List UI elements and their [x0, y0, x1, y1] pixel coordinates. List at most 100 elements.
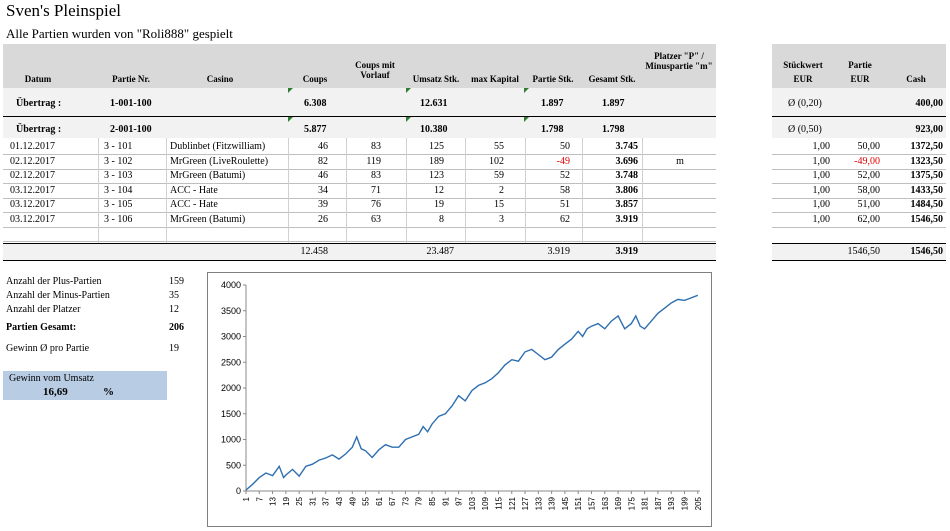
carry1-umsatz[interactable]: 12.631: [420, 98, 448, 109]
total-umsatz[interactable]: 23.487: [426, 246, 455, 257]
cell-partie[interactable]: 58: [560, 184, 570, 196]
cell-nr[interactable]: 3 - 102: [104, 155, 133, 167]
cell-umsatz[interactable]: 19: [434, 199, 444, 210]
cell-casino[interactable]: ACC - Hate: [170, 184, 218, 196]
cell-datum[interactable]: 02.12.2017: [10, 170, 55, 181]
col-header-partie[interactable]: Partie: [848, 60, 872, 70]
total-partie-eur[interactable]: 1546,50: [847, 246, 881, 257]
cell-coups[interactable]: 39: [318, 199, 328, 210]
stat-value[interactable]: 19: [169, 343, 179, 354]
carry2-stueckwert[interactable]: Ø (0,50): [788, 124, 822, 135]
cell-casino[interactable]: MrGreen (LiveRoulette): [170, 155, 269, 167]
cell-sw[interactable]: 1,00: [812, 199, 831, 210]
cell-flag[interactable]: m: [676, 155, 684, 167]
cell-casino[interactable]: MrGreen (Batumi): [170, 213, 246, 225]
cell-umsatz[interactable]: 189: [429, 155, 444, 167]
cell-sw[interactable]: 1,00: [812, 141, 831, 152]
carry1-gesamt[interactable]: 1.897: [602, 98, 625, 109]
cell-nr[interactable]: 3 - 104: [104, 184, 133, 196]
total-cash[interactable]: 1546,50: [910, 246, 944, 257]
cell-partie[interactable]: 62: [560, 213, 570, 225]
col-header-partie-nr[interactable]: Partie Nr.: [112, 74, 150, 84]
cell-coups[interactable]: 46: [318, 141, 328, 152]
stat-value[interactable]: 159: [169, 276, 184, 287]
carry1-stueckwert[interactable]: Ø (0,20): [788, 98, 822, 109]
carry1-cash[interactable]: 400,00: [915, 98, 944, 109]
cell-maxk[interactable]: 15: [494, 199, 504, 210]
col-header-stueckwert[interactable]: Stückwert: [783, 60, 823, 70]
cell-cash[interactable]: 1484,50: [910, 199, 944, 210]
cell-cash[interactable]: 1546,50: [910, 213, 944, 225]
cell-vorlauf[interactable]: 83: [371, 141, 381, 152]
cell-cash[interactable]: 1323,50: [910, 155, 944, 167]
col-header-casino[interactable]: Casino: [206, 74, 234, 84]
carry2-cash[interactable]: 923,00: [915, 124, 944, 135]
carry1-coups[interactable]: 6.308: [304, 98, 327, 109]
cell-pe[interactable]: 50,00: [857, 141, 881, 152]
stat-value[interactable]: 206: [169, 322, 184, 333]
cell-maxk[interactable]: 102: [489, 155, 504, 167]
cell-datum[interactable]: 03.12.2017: [10, 184, 55, 196]
cell-gesamt[interactable]: 3.919: [615, 213, 639, 225]
cell-datum[interactable]: 02.12.2017: [10, 155, 55, 167]
carry2-gesamt[interactable]: 1.798: [602, 124, 625, 135]
cell-vorlauf[interactable]: 71: [371, 184, 381, 196]
cell-gesamt[interactable]: 3.745: [615, 141, 639, 152]
cell-coups[interactable]: 34: [318, 184, 328, 196]
col-header-coups[interactable]: Coups: [302, 74, 328, 84]
cell-casino[interactable]: MrGreen (Batumi): [170, 170, 246, 181]
cell-gesamt[interactable]: 3.748: [615, 170, 639, 181]
cell-nr[interactable]: 3 - 101: [104, 141, 133, 152]
cell-umsatz[interactable]: 123: [429, 170, 444, 181]
total-coups[interactable]: 12.458: [300, 246, 329, 257]
col-header-gesamt-stk[interactable]: Gesamt Stk.: [588, 74, 636, 84]
stat-value[interactable]: 12: [169, 304, 179, 315]
cell-datum[interactable]: 01.12.2017: [10, 141, 55, 152]
cell-coups[interactable]: 82: [318, 155, 328, 167]
cell-nr[interactable]: 3 - 105: [104, 199, 133, 210]
cell-maxk[interactable]: 2: [499, 184, 504, 196]
cell-coups[interactable]: 46: [318, 170, 328, 181]
col-header-datum[interactable]: Datum: [24, 74, 52, 84]
cell-pe[interactable]: 62,00: [857, 213, 881, 225]
cell-sw[interactable]: 1,00: [812, 184, 831, 196]
cell-casino[interactable]: ACC - Hate: [170, 199, 218, 210]
col-header-umsatz[interactable]: Umsatz Stk.: [412, 74, 460, 84]
cell-gesamt[interactable]: 3.857: [615, 199, 639, 210]
col-header-vorlauf[interactable]: Coups mit Vorlauf: [355, 60, 395, 80]
col-header-cash[interactable]: Cash: [906, 74, 926, 84]
cell-partie[interactable]: 50: [560, 141, 570, 152]
cell-vorlauf[interactable]: 119: [366, 155, 381, 167]
cell-casino[interactable]: Dublinbet (Fitzwilliam): [170, 141, 266, 152]
cell-datum[interactable]: 03.12.2017: [10, 213, 55, 225]
cell-vorlauf[interactable]: 76: [371, 199, 381, 210]
cell-umsatz[interactable]: 12: [434, 184, 444, 196]
cell-cash[interactable]: 1375,50: [910, 170, 944, 181]
carry2-partie[interactable]: 1.798: [541, 124, 564, 135]
cell-sw[interactable]: 1,00: [812, 170, 831, 181]
carry1-partie[interactable]: 1.897: [541, 98, 564, 109]
cell-maxk[interactable]: 55: [494, 141, 504, 152]
cell-partie[interactable]: 52: [560, 170, 570, 181]
cell-cash[interactable]: 1433,50: [910, 184, 944, 196]
col-header-platzer[interactable]: Platzer "P" / Minuspartie "m": [645, 51, 713, 71]
cell-umsatz[interactable]: 125: [429, 141, 444, 152]
cell-pe[interactable]: 58,00: [857, 184, 881, 196]
carry1-nr[interactable]: 1-001-100: [110, 98, 152, 109]
cell-vorlauf[interactable]: 63: [371, 213, 381, 225]
cell-nr[interactable]: 3 - 103: [104, 170, 133, 181]
col-header-partie-stk[interactable]: Partie Stk.: [532, 74, 574, 84]
carry2-coups[interactable]: 5.877: [304, 124, 327, 135]
carry2-umsatz[interactable]: 10.380: [420, 124, 448, 135]
cell-pe[interactable]: 52,00: [857, 170, 881, 181]
cell-umsatz[interactable]: 8: [439, 213, 444, 225]
cell-sw[interactable]: 1,00: [812, 213, 831, 225]
cell-gesamt[interactable]: 3.806: [615, 184, 639, 196]
cell-maxk[interactable]: 3: [499, 213, 504, 225]
stat-value[interactable]: 35: [169, 290, 179, 301]
cell-partie[interactable]: -49: [556, 155, 570, 167]
cell-pe[interactable]: 51,00: [857, 199, 881, 210]
total-partie[interactable]: 3.919: [547, 246, 571, 257]
cell-maxk[interactable]: 59: [494, 170, 504, 181]
cell-pe[interactable]: -49,00: [854, 155, 880, 167]
